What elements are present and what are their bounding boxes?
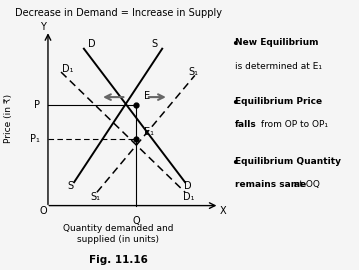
Text: O: O (39, 205, 47, 216)
Text: Equilibrium Price: Equilibrium Price (235, 97, 322, 106)
Text: X: X (219, 205, 226, 216)
Text: Fig. 11.16: Fig. 11.16 (89, 255, 148, 265)
Text: Decrease in Demand = Increase in Supply: Decrease in Demand = Increase in Supply (15, 8, 222, 18)
Text: S: S (151, 39, 157, 49)
Text: D: D (88, 39, 96, 49)
Text: D₁: D₁ (183, 192, 194, 202)
Text: remains same: remains same (235, 180, 306, 188)
Text: P₁: P₁ (30, 134, 40, 144)
Text: •: • (232, 157, 239, 170)
Text: Quantity demanded and
supplied (in units): Quantity demanded and supplied (in units… (63, 224, 174, 244)
Text: P: P (34, 100, 40, 110)
Text: falls: falls (235, 120, 257, 129)
Text: at OQ: at OQ (291, 180, 320, 188)
Text: Q: Q (132, 216, 140, 226)
Text: •: • (232, 97, 239, 110)
Text: New Equilibrium: New Equilibrium (235, 38, 319, 47)
Text: •: • (232, 38, 239, 51)
Text: from OP to OP₁: from OP to OP₁ (258, 120, 328, 129)
Text: is determined at E₁: is determined at E₁ (235, 62, 322, 71)
Text: D₁: D₁ (62, 64, 73, 74)
Text: Equilibrium Quantity: Equilibrium Quantity (235, 157, 341, 166)
Text: S: S (68, 181, 74, 191)
Text: Y: Y (40, 22, 46, 32)
Text: D: D (185, 181, 192, 191)
Text: S₁: S₁ (188, 67, 198, 77)
Text: Price (in ₹): Price (in ₹) (4, 94, 13, 143)
Text: E: E (144, 91, 150, 101)
Text: E₁: E₁ (144, 127, 154, 137)
Text: S₁: S₁ (90, 192, 100, 202)
